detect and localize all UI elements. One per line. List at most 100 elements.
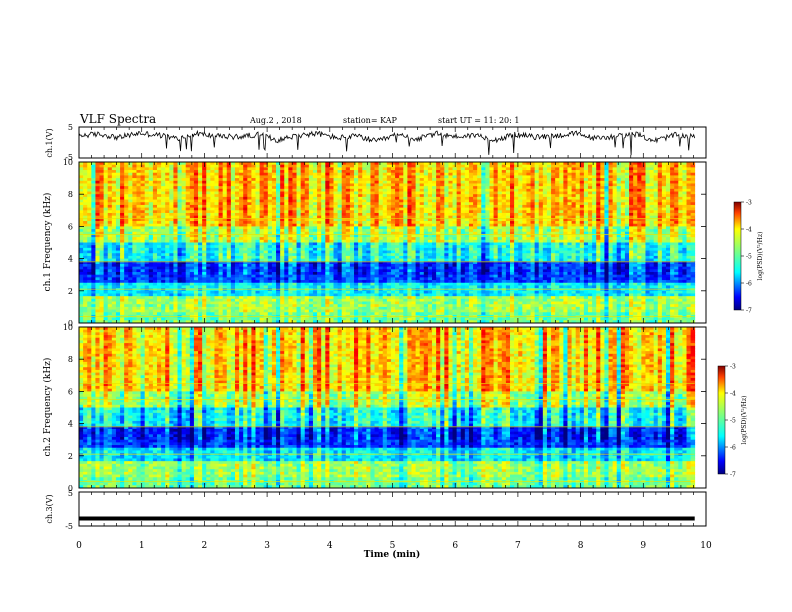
spectrogram-cell: [592, 183, 597, 187]
spectrogram-cell: [386, 229, 392, 233]
spectrogram-cell: [493, 170, 499, 174]
spectrogram-cell: [362, 194, 367, 198]
spectrogram-cell: [337, 237, 343, 241]
spectrogram-cell: [464, 247, 470, 251]
spectrogram-cell: [390, 196, 396, 200]
spectrogram-cell: [111, 196, 117, 200]
spectrogram-cell: [645, 199, 650, 203]
spectrogram-cell: [341, 202, 347, 206]
spectrogram-cell: [156, 188, 162, 192]
spectrogram-cell: [473, 172, 478, 176]
spectrogram-cell: [321, 242, 326, 246]
spectrogram-cell: [120, 242, 125, 246]
spectrogram-cell: [514, 231, 519, 235]
spectrogram-cell: [349, 215, 355, 219]
spectrogram-cell: [534, 183, 540, 187]
spectrogram-cell: [477, 237, 482, 241]
spectrogram-cell: [661, 229, 667, 233]
spectrogram-cell: [234, 202, 240, 206]
spectrogram-cell: [156, 245, 162, 249]
spectrogram-cell: [579, 223, 585, 227]
spectrogram-cell: [534, 234, 540, 238]
spectrogram-cell: [633, 212, 638, 217]
spectrogram-cell: [251, 242, 256, 246]
spectrogram-cell: [518, 180, 523, 184]
spectrogram-cell: [587, 207, 593, 211]
spectrogram-cell: [440, 191, 445, 195]
spectrogram-cell: [432, 170, 437, 174]
spectrogram-cell: [419, 191, 425, 195]
spectrogram-cell: [555, 223, 560, 227]
spectrogram-cell: [382, 164, 388, 168]
spectrogram-cell: [296, 212, 302, 217]
spectrogram-cell: [202, 199, 207, 203]
spectrogram-cell: [415, 202, 421, 206]
spectrogram-cell: [333, 191, 338, 195]
spectrogram-cell: [259, 245, 265, 249]
spectrogram-cell: [592, 175, 597, 179]
spectrogram-cell: [271, 226, 277, 230]
spectrogram-cell: [464, 172, 470, 176]
spectrogram-cell: [555, 247, 560, 251]
spectrogram-cell: [620, 178, 626, 182]
spectrogram-cell: [432, 175, 437, 179]
spectrogram-cell: [366, 215, 371, 219]
spectrogram-cell: [87, 212, 92, 217]
spectrogram-cell: [583, 210, 589, 214]
spectrogram-cell: [288, 164, 293, 168]
spectrogram-cell: [419, 226, 425, 230]
spectrogram-cell: [226, 162, 232, 166]
spectrogram-cell: [345, 186, 351, 190]
spectrogram-cell: [423, 204, 429, 209]
spectrogram-cell: [206, 237, 211, 241]
spectrogram-cell: [132, 172, 137, 176]
spectrogram-cell: [169, 223, 174, 227]
spectrogram-cell: [575, 221, 581, 225]
spectrogram-cell: [551, 234, 556, 238]
spectrogram-cell: [629, 164, 634, 168]
spectrogram-cell: [354, 202, 359, 206]
spectrogram-cell: [378, 164, 384, 168]
spectrogram-cell: [210, 242, 215, 246]
spectrogram-cell: [390, 164, 396, 168]
spectrogram-cell: [567, 175, 572, 179]
spectrogram-cell: [620, 194, 626, 198]
spectrogram-cell: [308, 215, 314, 219]
start-ut-label: start UT = 11: 20: 1: [438, 116, 519, 125]
spectrogram-cell: [448, 207, 453, 211]
spectrogram-cell: [612, 188, 618, 192]
spectrogram-cell: [337, 218, 343, 222]
spectrogram-cell: [661, 191, 667, 195]
spectrogram-cell: [665, 239, 671, 243]
spectrogram-cell: [563, 212, 568, 217]
spectrogram-cell: [629, 239, 634, 243]
spectrogram-cell: [189, 172, 195, 176]
spectrogram-cell: [284, 207, 289, 211]
spectrogram-cell: [485, 194, 490, 198]
spectrogram-cell: [300, 180, 306, 184]
spectrogram-cell: [263, 210, 269, 214]
spectrogram-cell: [464, 207, 470, 211]
spectrogram-cell: [214, 237, 219, 241]
spectrogram-cell: [308, 172, 314, 176]
spectrogram-cell: [103, 234, 109, 238]
spectrogram-cell: [230, 237, 236, 241]
spectrogram-cell: [587, 204, 593, 209]
spectrogram-cell: [608, 229, 614, 233]
spectrogram-cell: [645, 183, 650, 187]
spectrogram-cell: [493, 191, 499, 195]
spectrogram-cell: [390, 223, 396, 227]
spectrogram-cell: [587, 162, 593, 166]
spectrogram-cell: [518, 226, 523, 230]
spectrogram-cell: [312, 234, 318, 238]
spectrogram-cell: [152, 178, 158, 182]
spectrogram-cell: [415, 229, 421, 233]
spectrogram-cell: [202, 247, 207, 251]
spectrogram-cell: [304, 239, 310, 243]
spectrogram-cell: [280, 234, 285, 238]
spectrogram-cell: [559, 191, 564, 195]
spectrogram-cell: [284, 237, 289, 241]
spectrogram-cell: [304, 234, 310, 238]
spectrogram-cell: [234, 178, 240, 182]
spectrogram-cell: [612, 180, 618, 184]
